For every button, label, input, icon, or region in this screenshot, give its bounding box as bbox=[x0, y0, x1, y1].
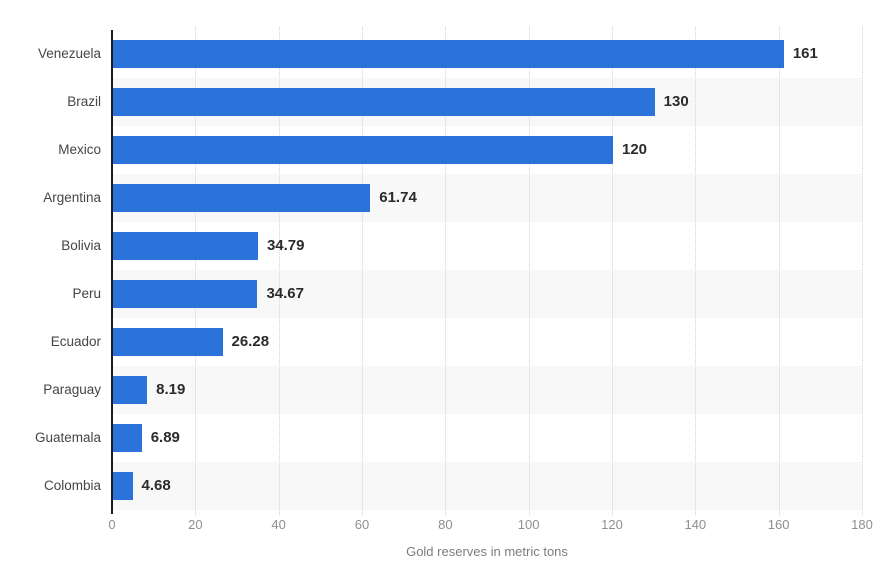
category-label-argentina: Argentina bbox=[43, 190, 101, 205]
category-label-brazil: Brazil bbox=[67, 94, 101, 109]
x-tick-label: 120 bbox=[601, 517, 623, 532]
x-tick-label: 80 bbox=[438, 517, 453, 532]
category-label-peru: Peru bbox=[72, 286, 101, 301]
x-tick-label: 180 bbox=[851, 517, 873, 532]
bar-guatemala[interactable] bbox=[113, 424, 142, 452]
gridline bbox=[278, 27, 280, 515]
value-label-mexico: 120 bbox=[622, 141, 648, 158]
bar-venezuela[interactable] bbox=[113, 40, 784, 68]
bar-brazil[interactable] bbox=[113, 88, 655, 116]
gridline bbox=[528, 27, 530, 515]
category-label-venezuela: Venezuela bbox=[37, 46, 101, 61]
value-label-peru: 34.67 bbox=[266, 285, 304, 302]
gridline bbox=[362, 27, 363, 515]
gridline bbox=[695, 27, 697, 515]
gridline bbox=[778, 27, 780, 515]
category-label-colombia: Colombia bbox=[43, 478, 101, 493]
x-tick-label: 140 bbox=[684, 517, 707, 532]
value-label-brazil: 130 bbox=[663, 93, 689, 110]
row-band bbox=[112, 462, 862, 510]
bar-peru[interactable] bbox=[113, 280, 258, 308]
value-label-colombia: 4.68 bbox=[141, 477, 171, 494]
x-tick-label: 100 bbox=[517, 517, 540, 532]
gridline bbox=[195, 27, 197, 515]
bar-bolivia[interactable] bbox=[113, 232, 258, 260]
x-tick-label: 20 bbox=[188, 517, 203, 532]
category-label-bolivia: Bolivia bbox=[61, 238, 101, 253]
x-tick-label: 60 bbox=[354, 517, 370, 532]
value-label-venezuela: 161 bbox=[792, 45, 818, 62]
y-axis-line bbox=[111, 30, 113, 514]
gridline bbox=[862, 27, 863, 515]
gridline bbox=[445, 27, 447, 515]
bar-colombia[interactable] bbox=[113, 472, 133, 500]
value-label-bolivia: 34.79 bbox=[266, 237, 305, 254]
bar-argentina[interactable] bbox=[113, 184, 371, 212]
x-tick-label: 40 bbox=[271, 517, 286, 532]
x-tick-label: 160 bbox=[767, 517, 790, 532]
value-label-guatemala: 6.89 bbox=[150, 429, 180, 446]
category-label-mexico: Mexico bbox=[58, 142, 101, 157]
category-label-guatemala: Guatemala bbox=[34, 430, 101, 445]
value-label-argentina: 61.74 bbox=[379, 189, 417, 206]
gridline bbox=[612, 27, 613, 515]
category-label-ecuador: Ecuador bbox=[50, 334, 101, 349]
row-band bbox=[112, 414, 862, 462]
row-band bbox=[112, 318, 862, 366]
bar-ecuador[interactable] bbox=[113, 328, 223, 356]
x-axis-title: Gold reserves in metric tons bbox=[406, 544, 568, 559]
value-label-ecuador: 26.28 bbox=[231, 333, 270, 350]
category-label-paraguay: Paraguay bbox=[43, 382, 101, 397]
value-label-paraguay: 8.19 bbox=[156, 381, 186, 398]
bar-paraguay[interactable] bbox=[113, 376, 148, 404]
x-tick-label: 0 bbox=[108, 517, 116, 532]
bar-mexico[interactable] bbox=[113, 136, 613, 164]
row-band bbox=[112, 366, 862, 414]
